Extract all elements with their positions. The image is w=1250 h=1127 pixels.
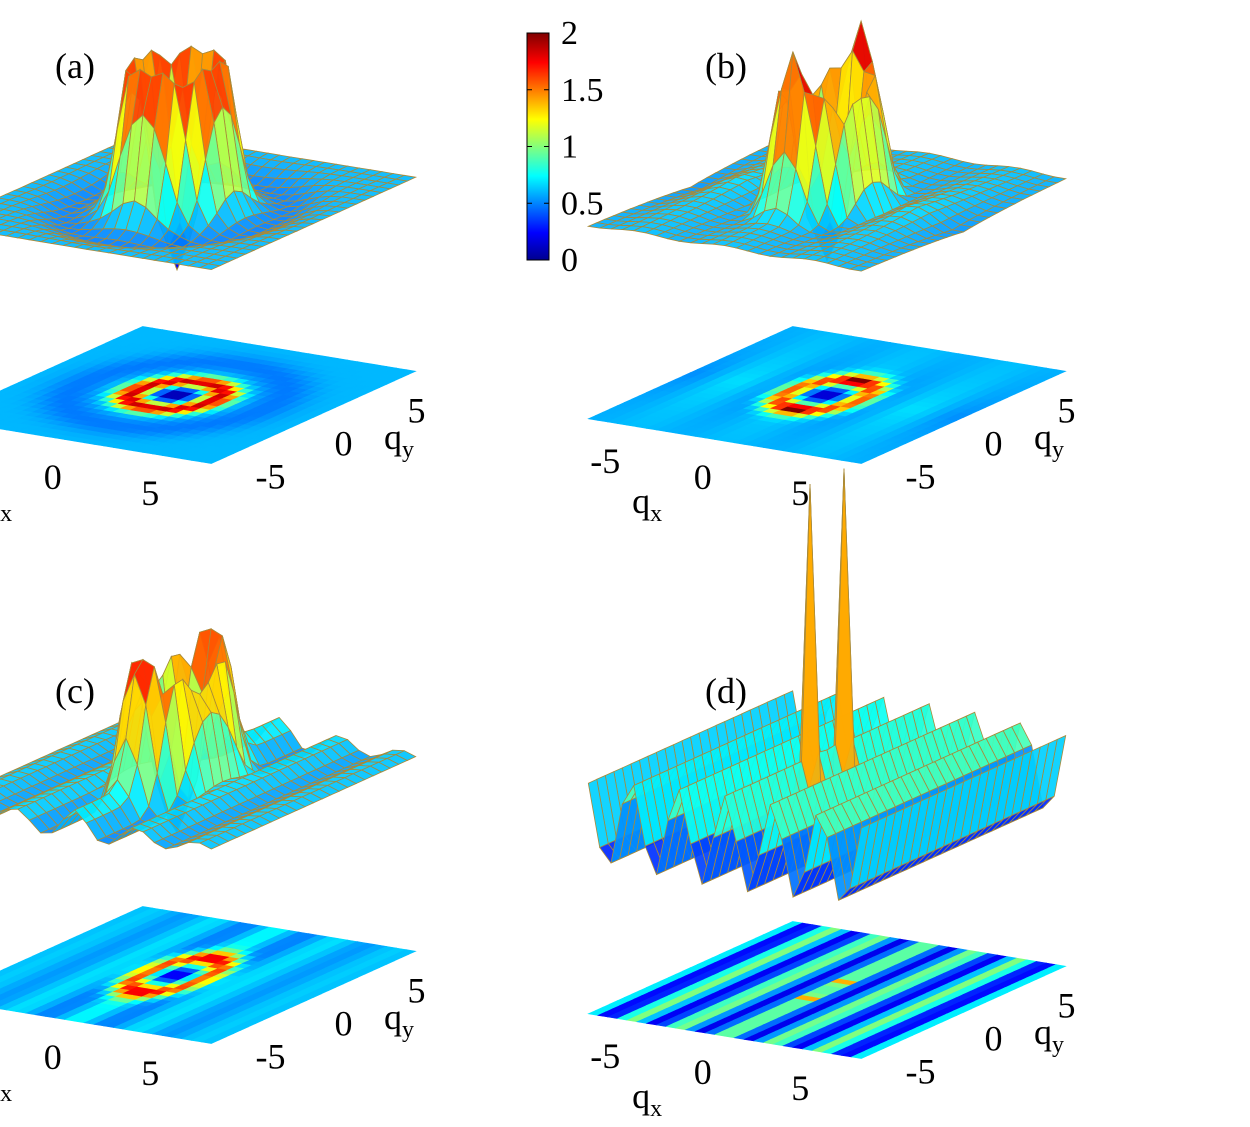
qx-tick-label: -5 [590, 441, 620, 481]
panel-label: (b) [705, 46, 747, 86]
panel-label: (a) [55, 46, 95, 86]
qy-axis-label: qy [384, 417, 414, 463]
qy-tick-label: 5 [408, 390, 426, 430]
heatmap-cell [397, 369, 417, 375]
qx-tick-label: 5 [141, 473, 159, 513]
panels: -505-505qxqy(a)-505-505qxqy(b)-505-505qx… [0, 19, 1076, 1122]
qy-tick-label: 0 [985, 423, 1003, 463]
surface-cell [198, 263, 222, 271]
colorbar-tick-label: 0 [561, 242, 578, 279]
qx-axis-label: qx [0, 481, 12, 527]
colorbar-tick-label: 0.5 [561, 185, 604, 222]
panel-label: (c) [55, 671, 95, 711]
qx-axis-label: qx [0, 1061, 12, 1107]
qy-tick-label: -5 [256, 456, 286, 496]
qy-tick-label: -5 [906, 456, 936, 496]
colorbar-tick-label: 2 [561, 15, 578, 52]
qy-tick-label: 0 [335, 423, 353, 463]
colorbar-tick-label: 1.5 [561, 72, 604, 109]
qy-tick-label: -5 [256, 1036, 286, 1076]
qy-tick-label: 5 [1058, 390, 1076, 430]
qy-tick-label: 5 [408, 970, 426, 1010]
colorbar-tick-label: 1 [561, 129, 578, 166]
qx-tick-label: 5 [141, 1053, 159, 1093]
colorbar-ticks: 0 0.5 1 1.5 2 [527, 15, 604, 279]
qx-tick-label: 5 [791, 473, 809, 513]
qy-tick-label: 0 [335, 1003, 353, 1043]
qx-axis-label: qx [632, 481, 662, 527]
qx-tick-label: 0 [44, 457, 62, 497]
qx-tick-label: 0 [694, 457, 712, 497]
qx-tick-label: 0 [44, 1037, 62, 1077]
colorbar: 0 0.5 1 1.5 2 [526, 15, 604, 279]
